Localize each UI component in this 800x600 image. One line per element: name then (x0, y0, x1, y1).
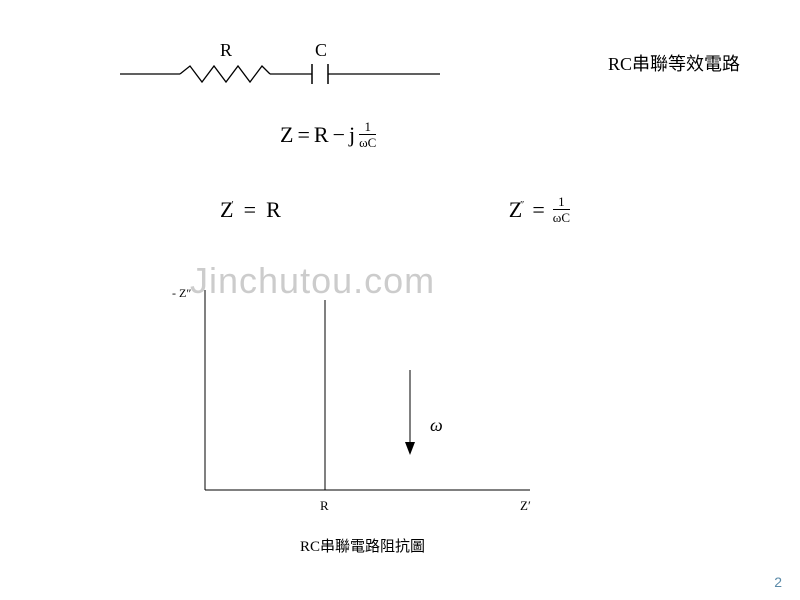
resistor-label: R (220, 40, 232, 61)
impedance-chart (200, 290, 540, 510)
eq2b-den: ωC (553, 209, 570, 224)
equation-zprime: Z′ = R (220, 195, 281, 224)
chart-svg (200, 290, 540, 500)
eq1-num: 1 (364, 120, 371, 134)
equation-row-2: Z′ = R Z″ = 1 ωC (220, 195, 570, 224)
slide: R C RC串聯等效電路 Z = R − j 1 ωC Z′ = R Z″ = … (0, 0, 800, 600)
eq1-j: j (349, 122, 355, 148)
eq1-lhs: Z (280, 122, 293, 148)
circuit-title: RC串聯等效電路 (608, 50, 740, 76)
eq2b-num: 1 (558, 195, 565, 209)
y-axis-label: - Z″ (172, 286, 191, 301)
eq1-den: ωC (359, 134, 376, 149)
eq2a-eq: = (244, 197, 256, 223)
eq2b-lhs: Z″ (509, 197, 525, 223)
eq2a-rhs: R (266, 197, 281, 223)
eq1-r: R (314, 122, 329, 148)
eq2a-lhs: Z′ (220, 197, 234, 223)
eq2b-eq: = (532, 197, 544, 223)
chart-caption: RC串聯電路阻抗圖 (300, 535, 425, 556)
eq1-eq: = (297, 122, 309, 148)
equation-impedance: Z = R − j 1 ωC (280, 120, 376, 149)
circuit-svg (120, 62, 450, 92)
eq1-minus: − (333, 122, 345, 148)
capacitor-label: C (315, 40, 327, 61)
eq1-frac: 1 ωC (359, 120, 376, 149)
circuit-diagram: R C (120, 40, 680, 90)
equation-zdprime: Z″ = 1 ωC (509, 195, 570, 224)
eq2b-frac: 1 ωC (553, 195, 570, 224)
page-number: 2 (774, 574, 782, 590)
